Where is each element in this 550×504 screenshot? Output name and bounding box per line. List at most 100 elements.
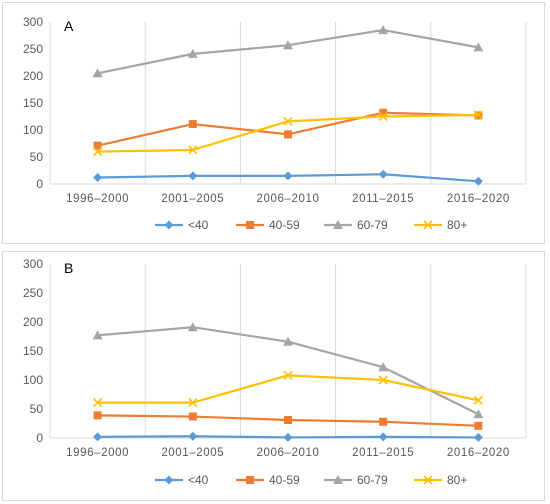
series-line	[97, 29, 479, 75]
legend-label: 40-59	[269, 473, 300, 487]
legend-item-60-79: 60-79	[324, 473, 388, 487]
legend-label: 80+	[447, 218, 467, 232]
data-point	[93, 398, 103, 408]
data-point	[283, 171, 293, 181]
series-lt40	[93, 431, 483, 442]
data-point	[188, 145, 198, 155]
marker-stroke	[93, 398, 103, 408]
data-point	[474, 421, 483, 430]
legend-item-lt40: <40	[155, 473, 209, 487]
chart-panel-a: 0 50 100 150 200 250 300 1996–2000 2001–2005 2006…	[2, 2, 545, 244]
data-point	[93, 141, 102, 150]
data-point	[473, 110, 483, 120]
data-point	[378, 25, 389, 35]
data-point	[188, 431, 198, 441]
data-point	[283, 370, 293, 380]
data-point	[378, 432, 388, 442]
y-tick-label: 300	[23, 15, 43, 29]
data-point	[284, 416, 292, 425]
x-tick-label: 2006–2010	[257, 447, 320, 459]
data-point	[92, 68, 103, 78]
x-tick-label: 2001–2005	[161, 193, 224, 205]
data-point	[379, 417, 388, 426]
marker-stroke	[188, 398, 198, 408]
y-tick-label: 150	[23, 96, 43, 110]
legend-label: 60-79	[357, 218, 388, 232]
series-line	[97, 374, 479, 404]
y-tick-label: 0	[36, 431, 43, 445]
x-tick-label: 2011–2015	[352, 193, 414, 205]
data-point	[379, 108, 388, 117]
marker-stroke	[283, 116, 293, 126]
y-tick-label: 50	[30, 402, 44, 416]
legend-label: <40	[188, 473, 209, 487]
panel-label: A	[64, 18, 74, 34]
data-point	[187, 48, 198, 58]
marker-stroke	[283, 370, 293, 380]
series-60-79	[92, 322, 484, 419]
series-60-79	[92, 25, 484, 78]
data-point	[283, 432, 293, 442]
legend-swatch-marker	[333, 220, 343, 229]
legend-item-80plus: 80+	[414, 473, 467, 487]
legend-label: 80+	[447, 473, 467, 487]
data-point	[93, 432, 103, 442]
legend-item-80plus: 80+	[414, 218, 467, 232]
x-tick-label: 2001–2005	[161, 447, 224, 459]
data-point	[188, 412, 197, 421]
y-tick-label: 300	[23, 257, 43, 271]
legend-swatch-marker	[164, 475, 174, 485]
data-point	[92, 330, 103, 340]
y-tick-label: 200	[23, 315, 43, 329]
data-point	[378, 362, 389, 372]
data-point	[188, 398, 198, 408]
data-point	[283, 116, 293, 126]
marker-stroke	[473, 110, 483, 120]
data-point	[284, 130, 292, 139]
data-point	[188, 120, 197, 129]
panel-label: B	[64, 260, 73, 276]
y-tick-label: 250	[23, 286, 43, 300]
marker-stroke	[378, 375, 388, 385]
y-tick-label: 150	[23, 344, 43, 358]
chart-panel-b: 0 50 100 150 200 250 300 1996–2000 2001–2005 2006…	[2, 251, 545, 501]
series-40-59	[93, 411, 483, 430]
x-tick-label: 2016–2020	[447, 447, 510, 459]
x-tick-label: 1996–2000	[66, 193, 129, 205]
data-point	[473, 176, 483, 186]
data-point	[283, 336, 293, 346]
legend-swatch-marker	[164, 220, 174, 230]
y-tick-label: 0	[36, 177, 43, 191]
series-line	[97, 111, 479, 147]
data-point	[378, 111, 388, 122]
legend-item-lt40: <40	[155, 218, 209, 232]
legend-swatch-marker	[423, 475, 433, 485]
legend-swatch-marker	[246, 221, 254, 229]
chart-a-svg: 0 50 100 150 200 250 300 1996–2000 2001–2005 2006…	[23, 15, 527, 232]
data-point	[93, 411, 102, 420]
legend-label: 60-79	[357, 473, 388, 487]
data-point	[473, 409, 484, 419]
series-80plus	[93, 370, 483, 408]
data-point	[378, 375, 388, 385]
marker-stroke	[188, 145, 198, 155]
marker-stroke	[423, 475, 433, 485]
x-tick-label: 2011–2015	[352, 447, 414, 459]
data-point	[473, 42, 484, 52]
x-tick-label: 1996–2000	[66, 447, 129, 459]
legend-swatch-marker	[246, 476, 254, 484]
series-80plus	[93, 110, 483, 157]
data-point	[188, 171, 198, 181]
marker-stroke	[378, 111, 388, 122]
y-tick-label: 200	[23, 69, 43, 83]
legend-item-40-59: 40-59	[236, 473, 300, 487]
y-tick-label: 250	[23, 42, 43, 56]
data-point	[93, 173, 103, 183]
data-point	[473, 395, 483, 405]
data-point	[378, 169, 388, 179]
legend-item-40-59: 40-59	[236, 218, 300, 232]
data-point	[473, 432, 483, 442]
data-point	[283, 40, 293, 50]
legend-swatch-marker	[333, 475, 343, 484]
chart-b-svg: 0 50 100 150 200 250 300 1996–2000 2001–2005 2006…	[23, 257, 527, 487]
